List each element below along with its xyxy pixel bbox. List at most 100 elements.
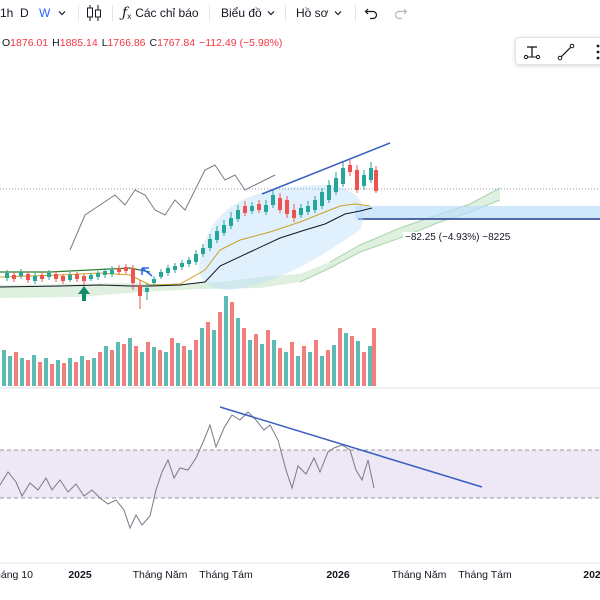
candle-body [369, 168, 373, 180]
interval-w-label: W [39, 6, 51, 20]
ohlc-high: H1885.14 [52, 37, 98, 49]
volume-bar [362, 352, 366, 386]
candle-body [173, 266, 177, 270]
interval-d-button[interactable]: D [20, 0, 29, 26]
chart-types-button[interactable]: Biểu đồ [221, 0, 276, 26]
volume-bar [200, 328, 204, 386]
more-tools-icon[interactable] [588, 42, 600, 62]
anchored-text-icon[interactable] [522, 42, 542, 62]
volume-bar [248, 340, 252, 386]
intervals-dropdown[interactable] [57, 0, 67, 26]
function-icon-subscript: x [127, 11, 132, 21]
candle-body [271, 195, 275, 205]
volume-bar [206, 322, 210, 386]
candle-body [187, 260, 191, 264]
redo-icon [394, 8, 408, 20]
candle-body [75, 274, 79, 279]
interval-w-button[interactable]: W [39, 0, 50, 26]
candle-body [166, 268, 170, 273]
time-axis-label: 202 [583, 569, 600, 581]
candle-body [278, 198, 282, 210]
trendline [261, 142, 391, 195]
volume-bar [38, 362, 42, 386]
toolbar-divider [355, 5, 356, 21]
volume-bar [140, 352, 144, 386]
time-axis[interactable]: háng 10 2025 Tháng Năm Tháng Tám 2026 Th… [0, 566, 600, 588]
profile-label: Hồ sơ [296, 6, 329, 20]
candle-body [236, 210, 240, 219]
redo-button[interactable] [394, 0, 408, 26]
volume-bar [218, 312, 222, 386]
time-axis-label: Tháng Tám [199, 569, 253, 581]
time-axis-label: 2026 [326, 569, 350, 581]
candle-body [68, 275, 72, 280]
candle-body [180, 263, 184, 267]
profile-button[interactable]: Hồ sơ [296, 0, 343, 26]
candle-body [334, 178, 338, 192]
trend-line-icon[interactable] [556, 42, 576, 62]
volume-bar [236, 318, 240, 386]
candle-body [320, 192, 324, 206]
candle-body [117, 268, 121, 272]
chevron-down-icon [267, 11, 275, 16]
volume-bar [14, 352, 18, 386]
lagging-span-line [69, 164, 276, 251]
undo-icon [364, 8, 378, 20]
candle-body [215, 231, 219, 240]
function-icon: ƒ [122, 5, 128, 21]
candle-body [243, 206, 247, 213]
ohlc-low: L1766.86 [101, 37, 146, 49]
interval-1h-label: 1h [0, 6, 14, 20]
chart-types-label: Biểu đồ [221, 6, 262, 20]
volume-bar [332, 345, 336, 386]
rsi-divergence-line [219, 406, 483, 488]
candle-body [250, 206, 254, 211]
arrow-marker [141, 267, 153, 277]
volume-bar [116, 342, 120, 386]
candle-body [222, 225, 226, 233]
ohlc-close: C1767.84 [149, 37, 196, 49]
interval-d-label: D [20, 6, 29, 20]
volume-bar [56, 360, 60, 386]
cloud-edge [329, 187, 501, 263]
undo-button[interactable] [364, 0, 378, 26]
candle-body [292, 210, 296, 218]
volume-bar [368, 346, 372, 386]
volume-bar [62, 363, 66, 386]
volume-bar [302, 346, 306, 386]
volume-bar [344, 333, 348, 386]
moving-average-line [0, 267, 151, 273]
candle-body [208, 239, 212, 248]
rsi-band [0, 450, 600, 498]
time-axis-label: Tháng Năm [132, 569, 188, 581]
candle-body [341, 168, 345, 184]
ohlc-legend: O1876.01 H1885.14 L1766.86 C1767.84 −112… [2, 37, 282, 49]
volume-bar [50, 364, 54, 386]
chevron-down-icon [334, 11, 341, 16]
chart-style-button[interactable] [86, 0, 102, 26]
volume-bar [98, 352, 102, 386]
candle-body [124, 267, 128, 271]
volume-bar [284, 352, 288, 386]
candle-body [285, 200, 289, 214]
volume-bar [356, 341, 360, 386]
candle-body [306, 206, 310, 212]
candle-body [264, 205, 268, 212]
candle-body [19, 272, 23, 276]
volume-bar [164, 352, 168, 386]
candle-body [5, 273, 9, 278]
volume-bar [350, 336, 354, 386]
volume-bar [92, 358, 96, 386]
volume-bar [326, 350, 330, 386]
candle-body [103, 271, 107, 275]
toolbar-divider [209, 5, 210, 21]
toolbar-divider [78, 5, 79, 21]
volume-bar [80, 356, 84, 386]
interval-1h-button[interactable]: 1h [0, 0, 13, 26]
time-axis-label: 2025 [68, 569, 92, 581]
volume-bar [260, 344, 264, 386]
candle-body [89, 275, 93, 279]
